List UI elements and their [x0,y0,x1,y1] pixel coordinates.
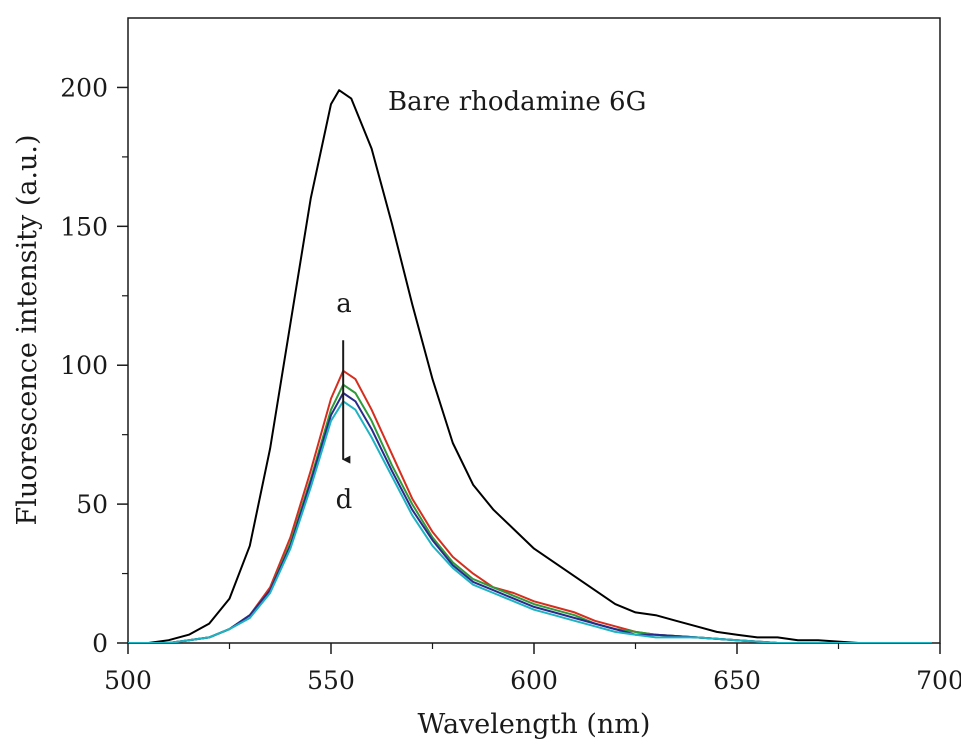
series-line-4 [128,400,932,643]
y-tick-label: 150 [60,212,108,241]
x-axis-ticks: 500 550 600 650 700 [104,643,961,695]
series-line-3 [128,392,932,643]
x-tick-label: 700 [916,666,961,695]
y-axis-ticks: 0 50 100 150 200 [60,73,128,658]
x-tick-label: 500 [104,666,152,695]
y-tick-label: 200 [60,73,108,102]
series-d-label: d [336,485,353,515]
series-a-label: a [336,289,352,319]
y-tick-label: 100 [60,351,108,380]
y-axis-title: Fluorescence intensity (a.u.) [12,134,43,525]
y-tick-label: 0 [92,629,108,658]
y-tick-label: 50 [76,490,108,519]
series-line-0 [128,89,932,643]
bare-rhodamine-label: Bare rhodamine 6G [388,87,646,117]
x-tick-label: 600 [510,666,558,695]
x-tick-label: 650 [713,666,761,695]
series-layer [128,89,932,643]
x-tick-label: 550 [307,666,355,695]
x-axis-title: Wavelength (nm) [418,709,651,740]
annotations: Bare rhodamine 6G a d [336,87,647,515]
